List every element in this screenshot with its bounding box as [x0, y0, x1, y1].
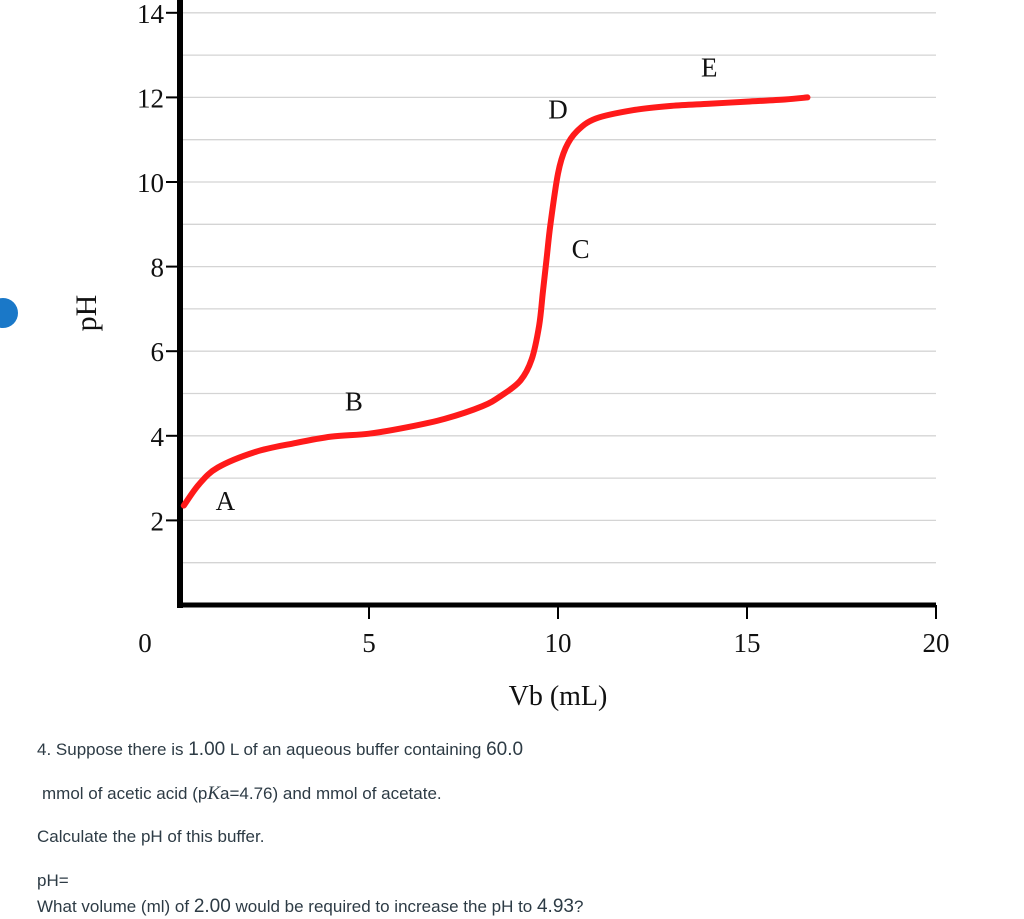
x-axis-label: Vb (mL): [509, 681, 608, 712]
point-label-d: D: [548, 95, 568, 125]
ph-answer-label: pH=: [37, 871, 69, 890]
y-tick-label: 4: [151, 422, 165, 452]
question-line-5-pre: What volume (ml) of: [37, 897, 194, 916]
x-tick-label: 5: [362, 628, 376, 658]
y-tick-label: 12: [137, 83, 164, 113]
ticks: 2 4 6 8 10 12 14 0 5 10 15 20: [137, 0, 950, 658]
y-axis-label: pH: [70, 295, 103, 332]
titration-curve: [180, 94, 811, 509]
question-line-3: Calculate the pH of this buffer.: [37, 827, 265, 846]
blue-dot-marker: [0, 298, 18, 328]
base-concentration: 2.00: [193, 896, 231, 917]
axes: [177, 0, 936, 608]
y-tick-label: 2: [151, 506, 165, 536]
question-line-1: 4. Suppose there is 1.00 L of an aqueous…: [37, 739, 523, 761]
chart-svg: 2 4 6 8 10 12 14 0 5 10 15 20 A B C D E Vb (mL) pH: [70, 0, 950, 712]
ka-symbol: K: [207, 783, 221, 804]
y-tick-label: 6: [151, 337, 165, 367]
target-ph: 4.93: [536, 896, 574, 917]
y-tick-label: 14: [137, 0, 165, 29]
question-line-2-pre: mmol of acetic acid (p: [42, 784, 208, 803]
question-line-5: What volume (ml) of 2.00 would be requir…: [37, 896, 583, 918]
titration-chart: 2 4 6 8 10 12 14 0 5 10 15 20 A B C D E Vb (mL) pH: [70, 0, 950, 712]
series: [180, 94, 811, 509]
buffer-volume: 1.00: [188, 739, 226, 760]
question-line-5-mid: would be required to increase the pH to: [230, 897, 537, 916]
question-line-2: mmol of acetic acid (pKa=4.76) and mmol …: [42, 783, 442, 805]
acid-mmol: 60.0: [486, 739, 524, 760]
x-tick-label: 0: [138, 628, 152, 658]
point-label-e: E: [701, 52, 718, 82]
x-tick-label: 10: [545, 628, 572, 658]
question-line-1-mid: L of an aqueous buffer containing: [225, 740, 487, 759]
point-label-c: C: [572, 234, 590, 264]
point-label-a: A: [216, 486, 236, 516]
point-label-b: B: [345, 386, 363, 416]
y-tick-label: 10: [137, 168, 164, 198]
question-line-1-pre: 4. Suppose there is: [37, 740, 189, 759]
annotations: A B C D E: [216, 52, 718, 516]
question-line-2-rest: a=4.76) and mmol of acetate.: [220, 784, 442, 803]
x-tick-label: 15: [734, 628, 761, 658]
x-tick-label: 20: [923, 628, 950, 658]
question-line-5-end: ?: [573, 897, 584, 916]
y-tick-label: 8: [151, 253, 165, 283]
